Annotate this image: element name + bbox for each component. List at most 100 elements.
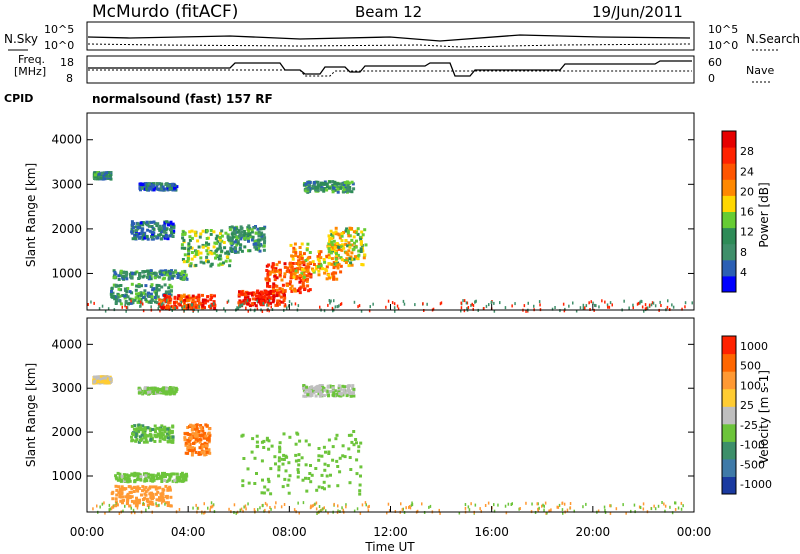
heatmap-cell [275,293,279,296]
heatmap-cell [172,392,176,396]
heatmap-cell [204,434,208,438]
heatmap-cell [199,256,203,260]
heatmap-cell [396,304,399,308]
heatmap-cell [145,299,149,303]
heatmap-cell [352,235,356,239]
heatmap-cell [293,508,296,512]
heatmap-cell [306,274,310,278]
heatmap-cell [128,272,132,276]
heatmap-cell [648,303,651,307]
heatmap-cell [220,234,224,238]
date-label: 19/Jun/2011 [592,3,683,21]
heatmap-cell [304,394,307,398]
heatmap-cell [129,301,133,305]
heatmap-cell [119,288,123,292]
heatmap-cell [568,304,570,308]
heatmap-cell [275,276,279,280]
heatmap-cell [333,299,335,303]
heatmap-cell [147,182,151,186]
heatmap-cell [148,220,152,224]
heatmap-cell [330,299,332,303]
heatmap-cell [607,305,609,309]
heatmap-cell [245,507,247,511]
heatmap-cell [105,171,109,175]
heatmap-cell [146,472,150,476]
heatmap-cell [472,304,475,307]
heatmap-cell [312,387,316,391]
heatmap-cell [331,183,335,187]
heatmap-cell [349,394,353,398]
heatmap-cell [276,299,280,303]
heatmap-cell [488,303,490,307]
heatmap-cell [196,239,200,243]
heatmap-cell [348,245,352,249]
heatmap-cell [254,247,258,251]
heatmap-cell [166,188,170,192]
heatmap-cell [582,303,585,307]
heatmap-cell [348,188,352,192]
heatmap-cell [321,385,325,389]
heatmap-cell [282,299,286,302]
heatmap-cell [189,264,193,268]
heatmap-cell [334,232,338,236]
colorbar-tick-label: 100 [740,379,761,392]
heatmap-cell [328,276,331,280]
heatmap-cell [104,379,108,383]
heatmap-cell [297,453,301,457]
heatmap-cell [345,394,349,398]
colorbar-swatch [722,353,736,372]
heatmap-cell [253,240,257,243]
heatmap-cell [464,506,467,510]
heatmap-cell [143,496,147,500]
heatmap-cell [152,220,156,224]
heatmap-cell [227,299,230,303]
heatmap-cell [270,507,272,511]
noise-tick-high-right: 10^5 [708,23,738,36]
heatmap-cell [150,237,154,241]
heatmap-cell [183,432,187,436]
heatmap-cell [340,392,344,396]
heatmap-cell [323,309,326,313]
heatmap-cell [548,509,551,513]
heatmap-cell [210,262,214,266]
heatmap-cell [345,389,349,393]
heatmap-cell [315,507,318,511]
heatmap-cell [271,289,275,293]
heatmap-cell [169,293,173,297]
heatmap-cell [280,287,284,291]
noise-left-label: N.Sky [4,32,38,46]
heatmap-cell [597,509,600,513]
heatmap-cell [306,262,310,266]
heatmap-cell [228,226,232,229]
heatmap-cell [144,436,148,439]
heatmap-cell [323,506,325,510]
heatmap-cell [273,278,277,282]
heatmap-cell [199,452,203,456]
heatmap-cell [171,235,175,238]
heatmap-cell [558,503,561,507]
heatmap-cell [316,384,320,388]
heatmap-cell [539,303,541,307]
heatmap-cell [190,251,194,254]
heatmap-cell [402,507,404,511]
heatmap-cell [346,188,350,192]
heatmap-cell [163,294,167,297]
heatmap-cell [292,272,296,276]
heatmap-cell [161,496,165,500]
heatmap-cell [289,261,292,265]
heatmap-cell [320,181,323,185]
heatmap-cell [299,279,303,283]
heatmap-cell [125,306,128,309]
heatmap-cell [163,226,167,229]
heatmap-cell [187,442,191,446]
heatmap-cell [277,292,281,296]
heatmap-cell [304,182,308,186]
x-tick-label: 20:00 [576,525,611,539]
heatmap-cell [538,506,540,510]
heatmap-cell [198,446,202,450]
heatmap-cell [161,437,165,441]
heatmap-cell [215,234,219,238]
heatmap-cell [239,231,243,235]
heatmap-cell [330,240,334,244]
heatmap-cell [250,228,254,232]
